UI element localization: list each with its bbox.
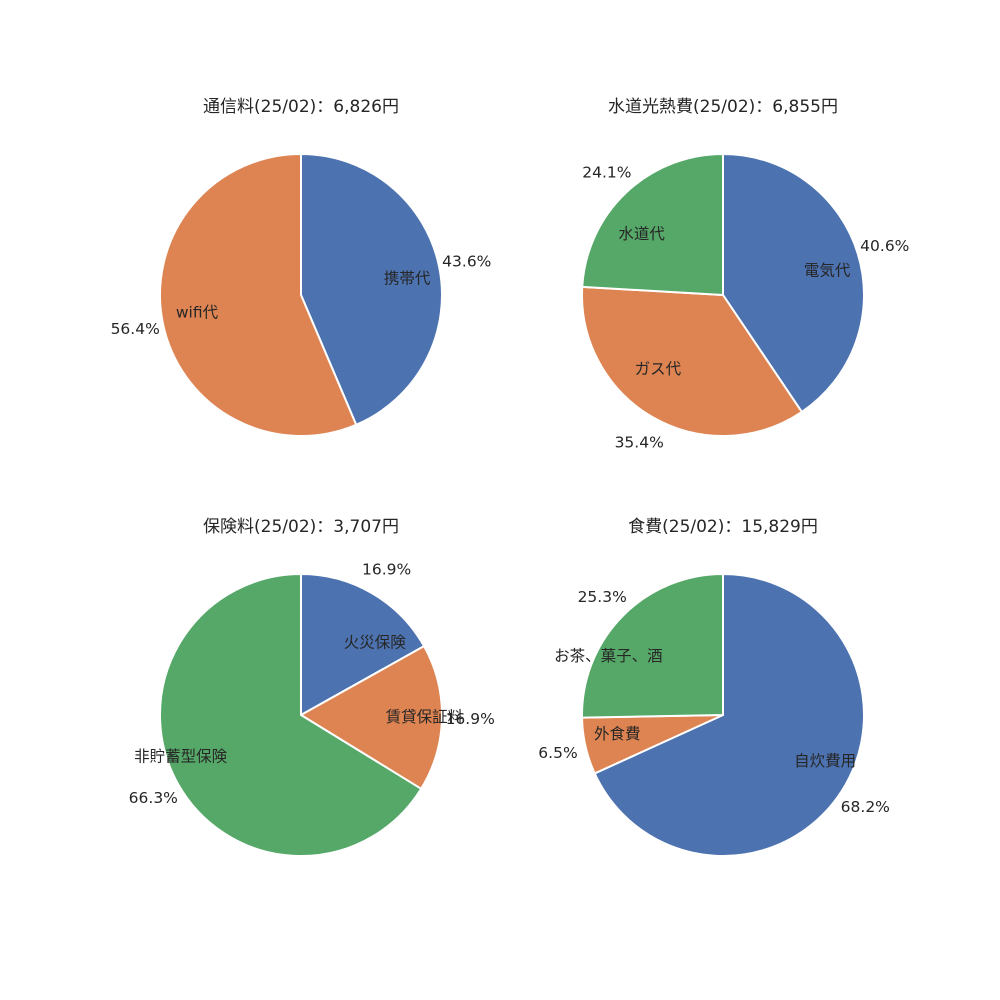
slice-pct-label: 68.2% bbox=[841, 798, 890, 816]
slice-label: 火災保険 bbox=[344, 633, 407, 651]
slice-label: 外食費 bbox=[594, 725, 641, 743]
pie-slice bbox=[300, 153, 443, 426]
pie-slice bbox=[593, 573, 865, 857]
chart-title: 通信料(25/02)：6,826円 bbox=[203, 97, 399, 117]
pie-slice bbox=[722, 153, 865, 413]
slice-label: 賃貸保証料 bbox=[386, 708, 464, 726]
slice-pct-label: 6.5% bbox=[538, 744, 577, 762]
slice-pct-label: 40.6% bbox=[860, 237, 909, 255]
slice-label: お茶、菓子、酒 bbox=[554, 647, 663, 665]
slice-pct-label: 16.9% bbox=[362, 560, 411, 578]
slice-label: 水道代 bbox=[618, 225, 665, 243]
pie-slice bbox=[300, 573, 426, 716]
pie-slice bbox=[159, 573, 423, 857]
slice-label: 電気代 bbox=[804, 262, 851, 280]
pie-slice bbox=[581, 285, 803, 437]
pie-slice bbox=[581, 573, 724, 719]
slice-pct-label: 66.3% bbox=[129, 789, 178, 807]
pie-slice bbox=[581, 153, 724, 296]
slice-label: 非貯蓄型保険 bbox=[134, 748, 228, 766]
slice-label: ガス代 bbox=[635, 360, 682, 378]
chart-title: 保険料(25/02)：3,707円 bbox=[203, 517, 399, 537]
slice-pct-label: 43.6% bbox=[442, 253, 491, 271]
slice-label: 自炊費用 bbox=[794, 752, 856, 770]
slice-pct-label: 35.4% bbox=[615, 433, 664, 451]
pie-slice bbox=[300, 645, 443, 790]
chart-title: 水道光熱費(25/02)：6,855円 bbox=[608, 97, 838, 117]
slice-pct-label: 24.1% bbox=[582, 163, 631, 181]
slice-pct-label: 25.3% bbox=[578, 588, 627, 606]
pie-slice bbox=[159, 153, 358, 437]
chart-title: 食費(25/02)：15,829円 bbox=[628, 517, 818, 537]
slice-pct-label: 56.4% bbox=[111, 320, 160, 338]
slice-pct-label: 16.9% bbox=[446, 710, 495, 728]
slice-label: 携帯代 bbox=[384, 270, 431, 288]
slice-label: wifi代 bbox=[176, 303, 219, 321]
